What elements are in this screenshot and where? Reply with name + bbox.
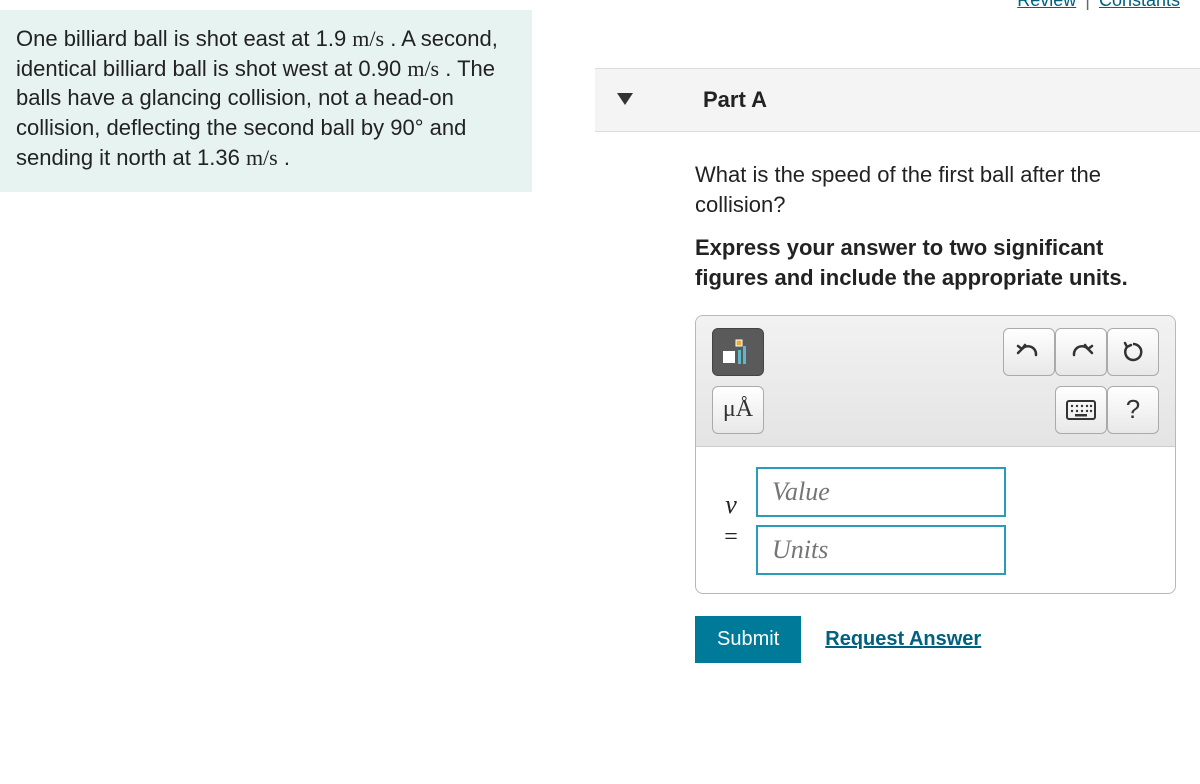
input-area: v = bbox=[696, 447, 1175, 575]
instruction-text: Express your answer to two significant f… bbox=[695, 233, 1176, 292]
units-input[interactable] bbox=[756, 525, 1006, 575]
equation-toolbar: μÅ ? bbox=[696, 316, 1175, 447]
special-chars-label: μÅ bbox=[723, 396, 753, 423]
part-title: Part A bbox=[703, 87, 1176, 113]
part-header[interactable]: Part A bbox=[595, 68, 1200, 132]
problem-unit: m/s bbox=[407, 56, 439, 81]
reset-button[interactable] bbox=[1107, 328, 1159, 376]
problem-text: . bbox=[278, 145, 290, 170]
redo-button[interactable] bbox=[1055, 328, 1107, 376]
templates-button[interactable] bbox=[712, 328, 764, 376]
problem-unit: m/s bbox=[246, 145, 278, 170]
collapse-icon bbox=[617, 93, 633, 105]
submit-button[interactable]: Submit bbox=[695, 616, 801, 663]
question-text: What is the speed of the first ball afte… bbox=[695, 160, 1176, 219]
equals-sign: = bbox=[724, 524, 738, 551]
problem-text: One billiard ball is shot east at 1.9 bbox=[16, 26, 352, 51]
submit-row: Submit Request Answer bbox=[695, 616, 1176, 663]
undo-button[interactable] bbox=[1003, 328, 1055, 376]
problem-statement: One billiard ball is shot east at 1.9 m/… bbox=[0, 10, 532, 192]
value-input[interactable] bbox=[756, 467, 1006, 517]
request-answer-link[interactable]: Request Answer bbox=[825, 628, 981, 651]
part-body: What is the speed of the first ball afte… bbox=[595, 132, 1200, 663]
keyboard-button[interactable] bbox=[1055, 386, 1107, 434]
special-chars-button[interactable]: μÅ bbox=[712, 386, 764, 434]
help-button[interactable]: ? bbox=[1107, 386, 1159, 434]
variable-label: v bbox=[725, 490, 737, 520]
answer-panel: Part A What is the speed of the first ba… bbox=[595, 0, 1200, 663]
help-label: ? bbox=[1126, 394, 1140, 425]
answer-box: μÅ ? v = bbox=[695, 315, 1176, 594]
problem-unit: m/s bbox=[352, 26, 384, 51]
